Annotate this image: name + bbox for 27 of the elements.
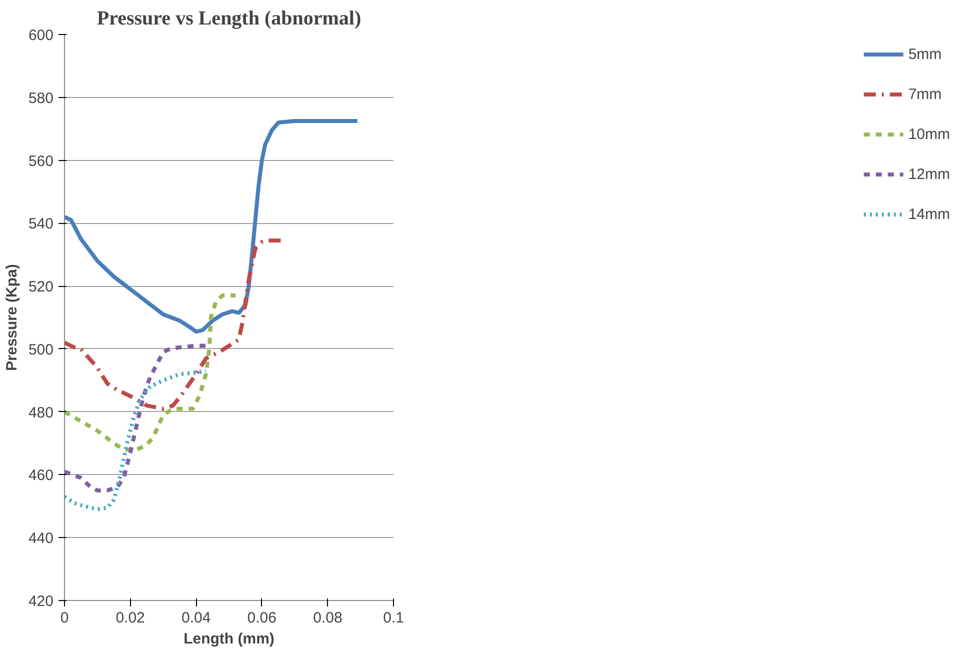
legend-label: 5mm (908, 46, 942, 62)
y-tick-label: 540 (28, 216, 54, 233)
x-tick-label: 0.04 (182, 610, 211, 626)
y-tick-label: 480 (28, 404, 54, 422)
legend-label: 12mm (908, 166, 950, 182)
legend-label: 7mm (908, 86, 942, 102)
line-series (64, 118, 360, 334)
x-tick-label: 0.08 (313, 610, 342, 626)
y-tick-label: 420 (28, 593, 54, 610)
legend-label: 14mm (908, 206, 950, 222)
legend-label: 10mm (908, 126, 950, 142)
x-tick-label: 0.02 (116, 610, 145, 626)
x-tick-label: 0.1 (383, 610, 404, 626)
y-tick-label: 600 (28, 27, 54, 44)
x-tick-label: 0.06 (247, 610, 277, 626)
x-axis-title: Length (mm) (184, 630, 274, 648)
line-series (64, 368, 208, 512)
y-axis-title: Pressure (Kpa) (3, 264, 20, 371)
x-tick-label: 0 (60, 610, 69, 626)
y-tick-label: 500 (28, 341, 54, 358)
y-tick-label: 580 (28, 90, 54, 107)
y-tick-label: 460 (28, 467, 54, 484)
chart-title: Pressure vs Length (abnormal) (96, 8, 362, 30)
y-tick-label: 440 (28, 530, 54, 548)
y-tick-label: 520 (28, 278, 54, 296)
y-tick-label: 560 (28, 152, 54, 170)
line-series (64, 293, 238, 452)
